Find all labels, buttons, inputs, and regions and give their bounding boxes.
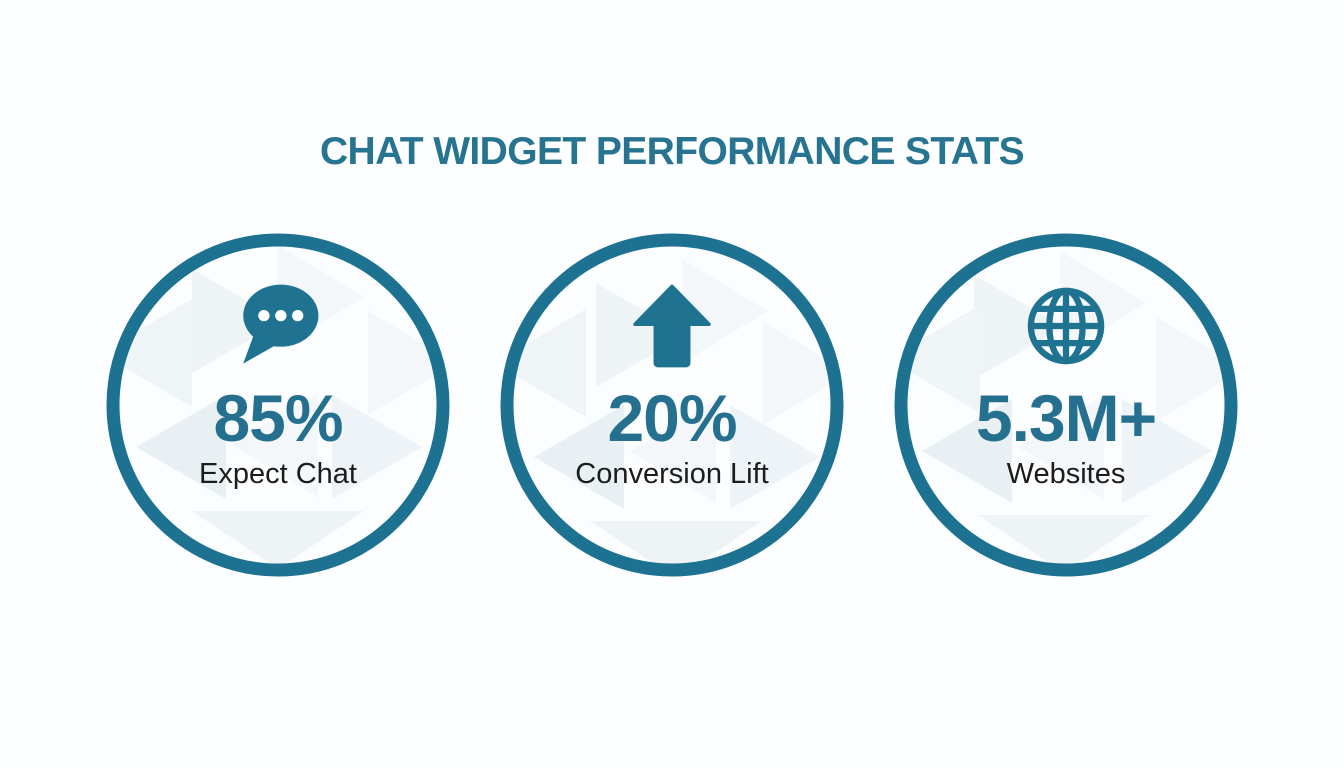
stats-row: 85% Expect Chat [0,233,1344,577]
page-title: CHAT WIDGET PERFORMANCE STATS [319,130,1025,173]
stat-label: Websites [1006,458,1126,490]
stat-content: 5.3M+ Websites [894,233,1238,577]
stat-label: Expect Chat [199,458,357,490]
stat-value: 85% [213,381,343,455]
stat-label: Conversion Lift [575,458,769,490]
stat-value: 20% [607,381,737,455]
stat-circle-websites: 5.3M+ Websites [894,233,1238,577]
stat-content: 20% Conversion Lift [500,233,844,577]
globe-icon [1020,279,1112,373]
circle-ring-pattern [500,233,844,577]
chat-bubble-icon [230,279,326,373]
arrow-up-icon [628,279,716,373]
stat-circle-conversion-lift: 20% Conversion Lift [500,233,844,577]
stat-value: 5.3M+ [975,381,1157,455]
stat-content: 85% Expect Chat [106,233,450,577]
stat-circle-expect-chat: 85% Expect Chat [106,233,450,577]
